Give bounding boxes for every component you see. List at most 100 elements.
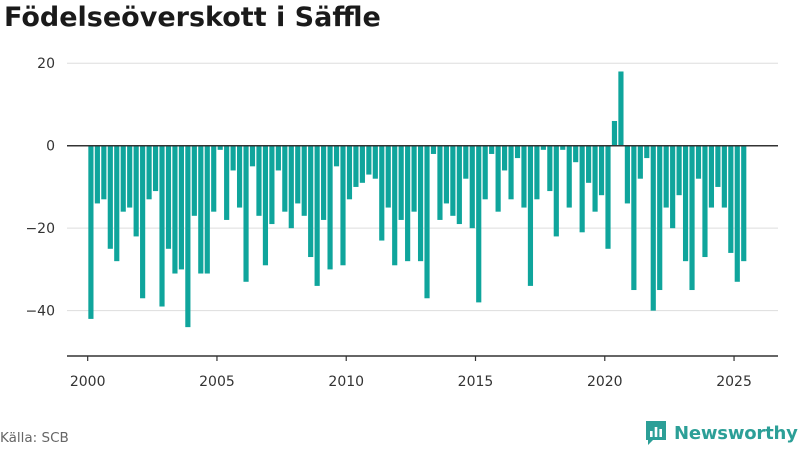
bar — [450, 145, 456, 216]
bar — [243, 145, 249, 282]
bar — [146, 145, 152, 200]
bar — [489, 145, 495, 154]
newsworthy-brand[interactable]: Newsworthy — [644, 420, 798, 446]
bar — [88, 145, 94, 319]
bar — [682, 145, 689, 262]
bar — [392, 145, 398, 266]
bar — [101, 145, 107, 200]
bar — [288, 145, 294, 229]
bar — [94, 145, 100, 204]
y-tick-label: −20 — [25, 221, 55, 237]
bar — [670, 145, 676, 229]
bar — [230, 145, 236, 171]
bar — [708, 145, 715, 208]
bar — [430, 145, 437, 154]
bar — [657, 145, 663, 291]
bar — [385, 145, 391, 208]
bar — [333, 145, 340, 167]
bar — [314, 145, 320, 286]
bar — [346, 145, 353, 200]
bar — [353, 145, 359, 187]
bar — [456, 145, 462, 225]
bar — [224, 145, 230, 220]
bar — [728, 145, 734, 253]
bar — [340, 145, 346, 266]
bar — [185, 145, 191, 328]
bar-series — [88, 71, 747, 328]
bar — [262, 145, 269, 266]
bar — [618, 71, 624, 146]
bar — [411, 145, 417, 212]
x-tick-label: 2010 — [328, 374, 364, 390]
bar — [172, 145, 178, 274]
bar — [579, 145, 585, 233]
y-tick-label: 0 — [46, 139, 55, 155]
bar — [398, 145, 404, 220]
bar — [275, 145, 281, 171]
bar — [715, 145, 721, 187]
bar — [553, 145, 559, 237]
bar — [204, 145, 210, 274]
bar — [631, 145, 637, 291]
bar — [372, 145, 378, 179]
bar — [211, 145, 217, 212]
x-tick-label: 2025 — [716, 374, 752, 390]
bar — [379, 145, 385, 241]
bar — [560, 145, 566, 150]
x-tick-label: 2020 — [587, 374, 623, 390]
x-tick-label: 2000 — [70, 374, 106, 390]
bar — [540, 145, 546, 150]
bar — [508, 145, 514, 200]
bar — [644, 145, 650, 159]
bar — [598, 145, 605, 196]
bar — [249, 145, 256, 167]
bar — [592, 145, 598, 212]
bar — [443, 145, 449, 204]
bar — [321, 145, 327, 220]
x-tick-label: 2015 — [458, 374, 494, 390]
bar — [534, 145, 540, 200]
bar — [463, 145, 469, 179]
bar — [663, 145, 669, 208]
bar — [695, 145, 702, 179]
bar — [198, 145, 204, 274]
bar — [637, 145, 643, 179]
bar — [236, 145, 243, 208]
bar — [502, 145, 508, 171]
bar — [282, 145, 288, 212]
bar — [165, 145, 172, 249]
bar — [217, 145, 223, 150]
bar — [482, 145, 488, 200]
bar — [676, 145, 682, 196]
bar — [308, 145, 314, 258]
bar — [366, 145, 372, 175]
bar — [521, 145, 527, 208]
tick-labels: 20 0 −20 −40 2000 2005 2010 2015 2020 2025 — [25, 56, 751, 390]
bar — [734, 145, 740, 282]
bar — [120, 145, 126, 212]
bar — [295, 145, 301, 204]
axes — [67, 144, 778, 361]
bar — [527, 145, 534, 286]
bar — [159, 145, 165, 307]
bar — [547, 145, 553, 192]
bar — [495, 145, 501, 212]
bar — [152, 145, 159, 192]
bar — [573, 145, 579, 163]
source-note: Källa: SCB — [0, 430, 69, 446]
bar — [405, 145, 411, 262]
bar — [741, 145, 747, 262]
bar — [114, 145, 120, 262]
x-tick-label: 2005 — [199, 374, 235, 390]
bar — [605, 145, 611, 249]
bar — [514, 145, 521, 159]
bar — [301, 145, 307, 216]
bar — [269, 145, 275, 225]
bar — [140, 145, 146, 299]
bar — [650, 145, 656, 311]
bar — [566, 145, 572, 208]
bar — [127, 145, 133, 208]
bar — [721, 145, 727, 208]
y-tick-label: −40 — [25, 304, 55, 320]
